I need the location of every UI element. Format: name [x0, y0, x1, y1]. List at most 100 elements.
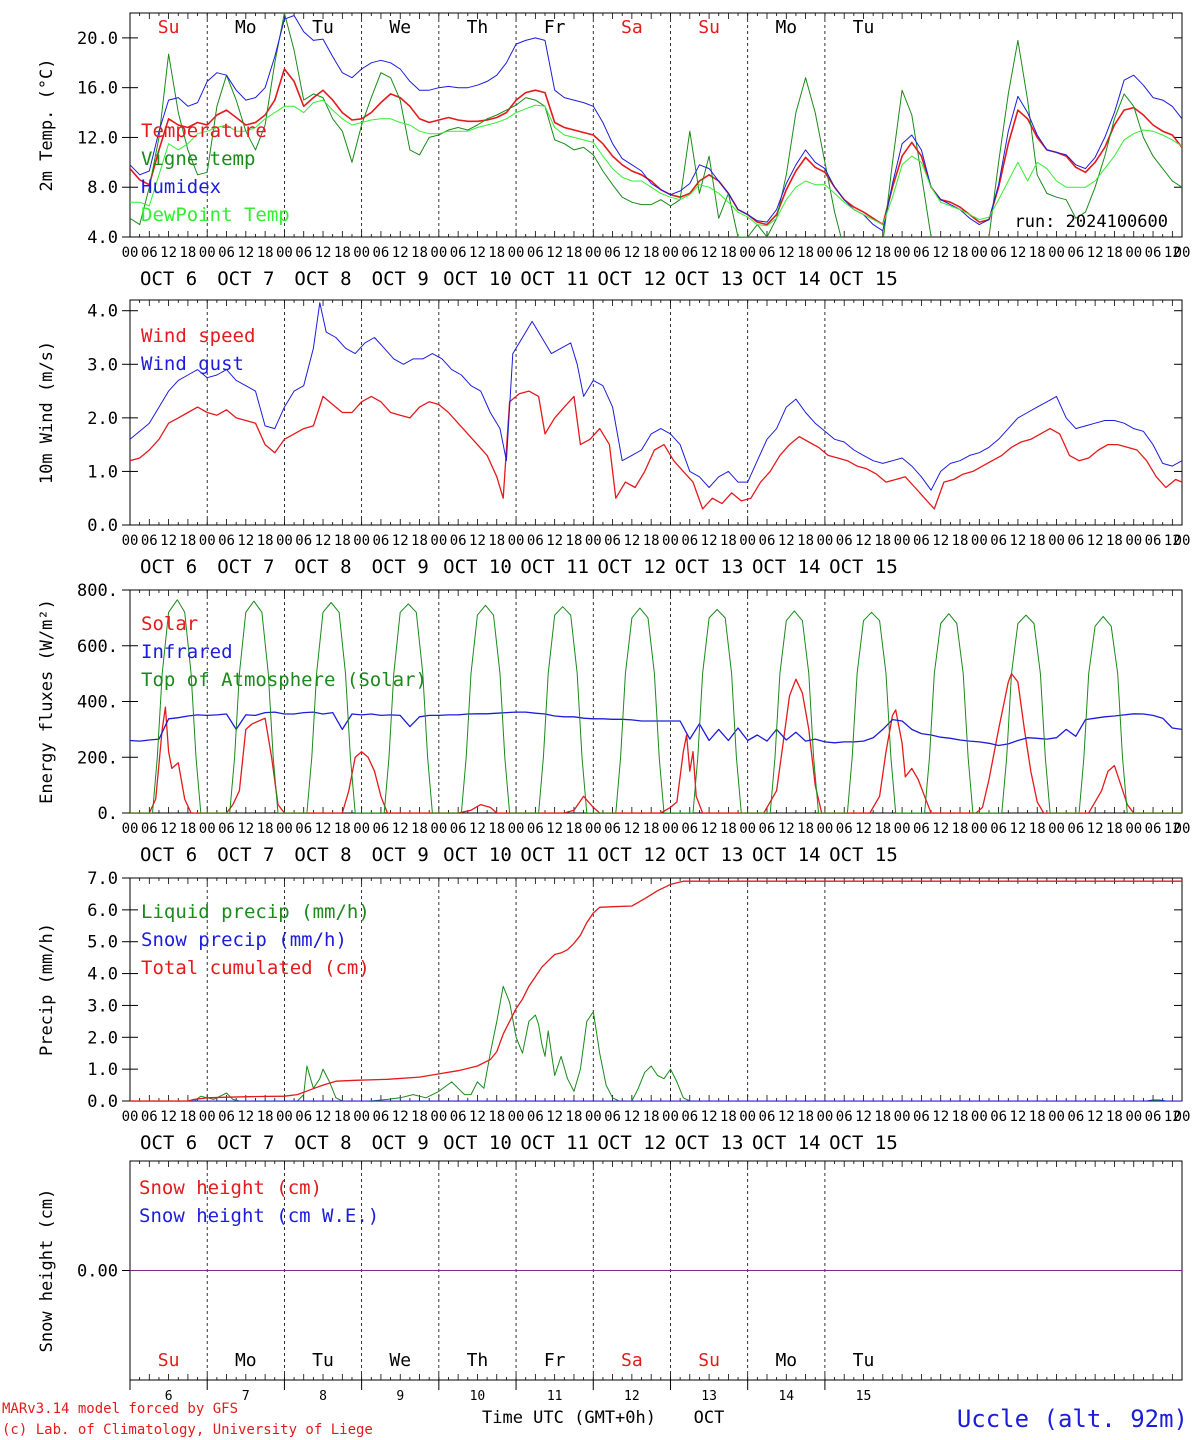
hour-tick-label: 12 — [855, 1109, 872, 1125]
y-tick-label: 0.00 — [77, 1262, 118, 1282]
hour-tick-label: 00 — [739, 533, 756, 549]
day-number-label: 11 — [547, 1389, 563, 1404]
hour-tick-label: 06 — [373, 821, 390, 837]
hour-tick-label: 12 — [932, 1109, 949, 1125]
hour-tick-label: 18 — [1106, 245, 1123, 261]
hour-tick-label: 12 — [701, 821, 718, 837]
hour-tick-label: 06 — [1067, 245, 1084, 261]
weekday-label: Th — [467, 1350, 489, 1371]
date-label: OCT 10 — [443, 268, 512, 290]
hour-tick-label: 00 — [1174, 245, 1191, 261]
date-label: OCT 6 — [140, 556, 197, 578]
hour-tick-label: 06 — [990, 1109, 1007, 1125]
day-number-label: 13 — [701, 1389, 717, 1404]
temp-y-axis-label: 2m Temp. (°C) — [37, 58, 57, 191]
hour-tick-label: 06 — [141, 245, 158, 261]
y-tick-label: 0. — [98, 804, 118, 824]
hour-tick-label: 18 — [1106, 1109, 1123, 1125]
y-tick-label: 8.0 — [87, 178, 118, 198]
legend-dewpoint-temp: DewPoint Temp — [141, 204, 290, 226]
date-label: OCT 15 — [829, 268, 898, 290]
hour-tick-label: 00 — [816, 533, 833, 549]
hour-tick-label: 00 — [276, 533, 293, 549]
hour-tick-label: 18 — [257, 821, 274, 837]
hour-tick-label: 00 — [508, 533, 525, 549]
temp-panel: 4.0 8.0 12.0 16.0 20.0 2m Temp. (°C) Temperatu… — [37, 12, 1191, 290]
hour-tick-label: 06 — [1067, 533, 1084, 549]
hour-tick-label: 12 — [160, 1109, 177, 1125]
hour-tick-label: 06 — [527, 533, 544, 549]
hour-tick-label: 00 — [353, 533, 370, 549]
legend-solar: Solar — [141, 613, 198, 635]
hour-tick-label: 06 — [913, 533, 930, 549]
date-label: OCT 8 — [294, 844, 351, 866]
hour-tick-label: 06 — [218, 1109, 235, 1125]
y-tick-label: 7.0 — [87, 869, 118, 889]
y-tick-label: 2.0 — [87, 1028, 118, 1048]
weekday-label: Tu — [853, 1350, 875, 1371]
hour-tick-label: 18 — [952, 1109, 969, 1125]
model-credit: MARv3.14 model forced by GFS — [2, 1401, 238, 1417]
hour-tick-label: 06 — [527, 821, 544, 837]
date-label: OCT 15 — [829, 556, 898, 578]
hour-tick-label: 00 — [1048, 245, 1065, 261]
date-label: OCT 15 — [829, 844, 898, 866]
weekday-label: Mo — [235, 17, 257, 38]
hour-tick-label: 00 — [662, 1109, 679, 1125]
date-label: OCT 6 — [140, 844, 197, 866]
date-label: OCT 8 — [294, 268, 351, 290]
weekday-label: Su — [158, 17, 180, 38]
hour-tick-label: 00 — [430, 1109, 447, 1125]
hour-tick-label: 12 — [932, 533, 949, 549]
temp-series-dewpoint-temp — [130, 99, 1182, 227]
hour-tick-label: 12 — [546, 821, 563, 837]
hour-tick-label: 00 — [585, 821, 602, 837]
hour-tick-label: 18 — [952, 821, 969, 837]
hour-tick-label: 12 — [1087, 245, 1104, 261]
hour-tick-label: 12 — [315, 245, 332, 261]
hour-tick-label: 12 — [546, 245, 563, 261]
hour-tick-label: 06 — [218, 245, 235, 261]
flux-panel: 0. 200. 400. 600. 800. Energy fluxes (W/m²) So… — [37, 581, 1190, 866]
y-tick-label: 4.0 — [87, 302, 118, 322]
hour-tick-label: 00 — [1125, 245, 1142, 261]
hour-tick-label: 00 — [199, 821, 216, 837]
hour-tick-label: 06 — [218, 533, 235, 549]
snow-panel: 0.00 Snow height (cm) Snow height (cm) Snow… — [37, 1160, 1183, 1404]
hour-tick-label: 00 — [1048, 1109, 1065, 1125]
hour-tick-label: 00 — [894, 245, 911, 261]
hour-tick-label: 06 — [681, 821, 698, 837]
hour-tick-label: 12 — [237, 1109, 254, 1125]
hour-tick-label: 18 — [1106, 533, 1123, 549]
hour-tick-label: 18 — [720, 1109, 737, 1125]
hour-tick-label: 12 — [1087, 1109, 1104, 1125]
date-label: OCT 15 — [829, 1132, 898, 1154]
hour-tick-label: 00 — [353, 245, 370, 261]
hour-tick-label: 00 — [276, 1109, 293, 1125]
hour-tick-label: 00 — [199, 533, 216, 549]
hour-tick-label: 18 — [488, 821, 505, 837]
hour-tick-label: 00 — [122, 245, 139, 261]
hour-tick-label: 06 — [141, 533, 158, 549]
hour-tick-label: 06 — [681, 533, 698, 549]
day-number-label: 6 — [165, 1389, 173, 1404]
hour-tick-label: 12 — [623, 533, 640, 549]
run-label: run: 2024100600 — [1014, 212, 1168, 232]
day-number-label: 15 — [856, 1389, 872, 1404]
hour-tick-label: 12 — [778, 533, 795, 549]
hour-tick-label: 18 — [411, 821, 428, 837]
wind-frame — [129, 299, 1183, 526]
y-tick-label: 2.0 — [87, 409, 118, 429]
temp-frame — [129, 12, 1183, 238]
y-tick-label: 3.0 — [87, 996, 118, 1016]
hour-tick-label: 06 — [295, 821, 312, 837]
hour-tick-label: 12 — [855, 533, 872, 549]
day-number-label: 8 — [319, 1389, 327, 1404]
hour-tick-label: 12 — [1087, 533, 1104, 549]
hour-tick-label: 18 — [488, 245, 505, 261]
hour-tick-label: 00 — [1174, 1109, 1191, 1125]
y-tick-label: 0.0 — [87, 516, 118, 536]
hour-tick-label: 18 — [1029, 1109, 1046, 1125]
hour-tick-label: 00 — [430, 533, 447, 549]
hour-tick-label: 12 — [469, 821, 486, 837]
